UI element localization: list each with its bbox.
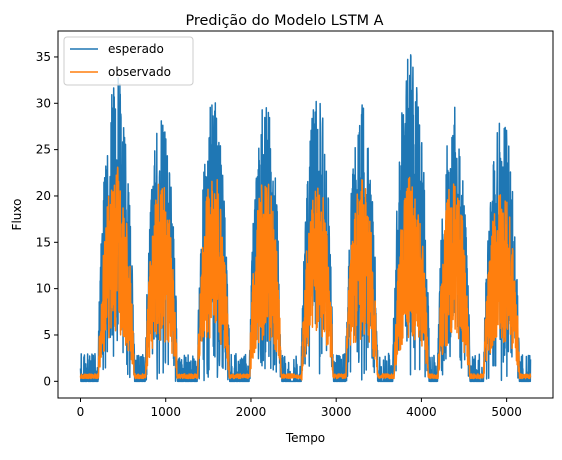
y-tick-label: 15 bbox=[36, 235, 51, 249]
legend-label-esperado: esperado bbox=[108, 42, 164, 56]
y-tick-label: 10 bbox=[36, 282, 51, 296]
y-tick-label: 30 bbox=[36, 96, 51, 110]
chart-title: Predição do Modelo LSTM A bbox=[186, 13, 384, 29]
y-tick-label: 5 bbox=[43, 328, 51, 342]
plot-area bbox=[79, 54, 532, 383]
plot-frame bbox=[57, 30, 554, 399]
series-line-observado bbox=[79, 166, 532, 381]
x-tick-label: 2000 bbox=[236, 405, 267, 419]
series-layer bbox=[79, 54, 532, 383]
x-tick-label: 1000 bbox=[150, 405, 181, 419]
x-axis-label: Tempo bbox=[285, 431, 325, 445]
x-tick-label: 4000 bbox=[406, 405, 437, 419]
y-axis: 0 5 10 15 20 25 30 35 bbox=[36, 50, 58, 388]
legend: esperado observado bbox=[63, 36, 194, 86]
x-tick-label: 0 bbox=[77, 405, 85, 419]
y-tick-label: 35 bbox=[36, 50, 51, 64]
y-tick-label: 25 bbox=[36, 143, 51, 157]
y-tick-label: 20 bbox=[36, 189, 51, 203]
x-tick-label: 3000 bbox=[321, 405, 352, 419]
y-axis-label: Fluxo bbox=[10, 199, 24, 231]
legend-label-observado: observado bbox=[108, 65, 171, 79]
x-tick-label: 5000 bbox=[491, 405, 522, 419]
y-tick-label: 0 bbox=[43, 374, 51, 388]
x-axis: 0 1000 2000 3000 4000 5000 bbox=[77, 398, 522, 419]
